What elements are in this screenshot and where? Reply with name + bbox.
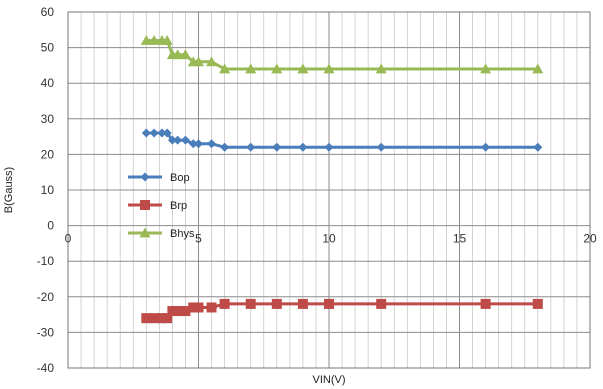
data-point (298, 142, 308, 152)
x-tick-label: 20 (583, 232, 597, 246)
data-point (141, 313, 152, 324)
data-point (207, 139, 217, 149)
data-point (376, 142, 386, 152)
legend-item-bhys: Bhys (128, 227, 195, 240)
data-point (180, 135, 190, 145)
data-point (162, 128, 172, 138)
data-point (532, 63, 544, 74)
data-point (188, 302, 199, 313)
data-point (245, 298, 256, 309)
y-axis-ticks: -40 -30 -20 -10 0 10 20 30 40 50 60 (37, 5, 55, 375)
series-layer (140, 34, 544, 324)
data-point (271, 63, 283, 74)
data-point (173, 135, 183, 145)
x-tick-label: 15 (453, 232, 467, 246)
data-point (272, 142, 282, 152)
data-point (167, 306, 178, 317)
data-point (480, 63, 492, 74)
data-point (172, 306, 183, 317)
data-point (323, 63, 335, 74)
data-point (149, 128, 159, 138)
series-brp (141, 298, 543, 324)
legend-label: Bhys (170, 228, 195, 240)
y-axis-title: B(Gauss) (3, 167, 15, 213)
y-tick-label: 40 (41, 76, 55, 90)
y-tick-label: 50 (41, 41, 55, 55)
data-point (533, 142, 543, 152)
data-point (156, 313, 167, 324)
data-point (172, 49, 184, 60)
data-point (193, 56, 204, 67)
data-point (297, 63, 309, 74)
data-point (532, 298, 543, 309)
data-point (167, 135, 177, 145)
legend-label: Bop (170, 172, 190, 184)
data-point (376, 298, 387, 309)
data-point (140, 34, 152, 45)
y-tick-label: -20 (37, 290, 55, 304)
data-point (324, 298, 334, 309)
y-tick-label: 10 (41, 183, 55, 197)
data-point (139, 227, 151, 238)
data-point (220, 142, 230, 152)
x-axis-ticks: 0 5 10 15 20 (65, 232, 597, 246)
data-point (375, 63, 387, 74)
data-point (149, 313, 160, 324)
y-tick-label: 30 (41, 112, 55, 126)
data-point (194, 139, 203, 149)
data-point (219, 298, 230, 309)
legend-item-bop: Bop (128, 172, 190, 184)
data-point (180, 306, 191, 317)
data-point (245, 63, 257, 74)
data-point (297, 298, 308, 309)
legend: Bop Brp Bhys (128, 172, 195, 240)
data-point (206, 302, 217, 313)
data-point (480, 298, 491, 309)
series-bop (141, 128, 543, 152)
data-point (157, 128, 167, 138)
series-bhys (140, 34, 544, 74)
data-point (481, 142, 491, 152)
data-point (206, 56, 218, 67)
data-point (246, 142, 256, 152)
data-point (219, 63, 231, 74)
data-point (141, 128, 151, 138)
data-point (162, 313, 173, 324)
x-axis-title: VIN(V) (313, 374, 346, 386)
data-point (193, 302, 204, 313)
y-tick-label: 20 (41, 147, 55, 161)
y-tick-label: 0 (47, 219, 54, 233)
x-tick-label: 0 (65, 232, 72, 246)
plot-area-frame (67, 11, 591, 369)
legend-item-brp: Brp (128, 200, 187, 212)
data-point (324, 142, 334, 152)
y-tick-label: -10 (37, 254, 55, 268)
data-point (179, 49, 191, 60)
y-tick-label: -40 (37, 361, 55, 375)
data-point (140, 200, 150, 210)
data-point (148, 34, 160, 45)
x-tick-label: 10 (322, 232, 336, 246)
legend-label: Brp (170, 200, 187, 212)
y-tick-label: -30 (37, 325, 55, 339)
data-point (161, 34, 173, 45)
data-point (188, 139, 198, 149)
y-tick-label: 60 (41, 5, 55, 19)
data-point (140, 172, 150, 182)
data-point (271, 298, 282, 309)
x-tick-label: 5 (195, 232, 202, 246)
